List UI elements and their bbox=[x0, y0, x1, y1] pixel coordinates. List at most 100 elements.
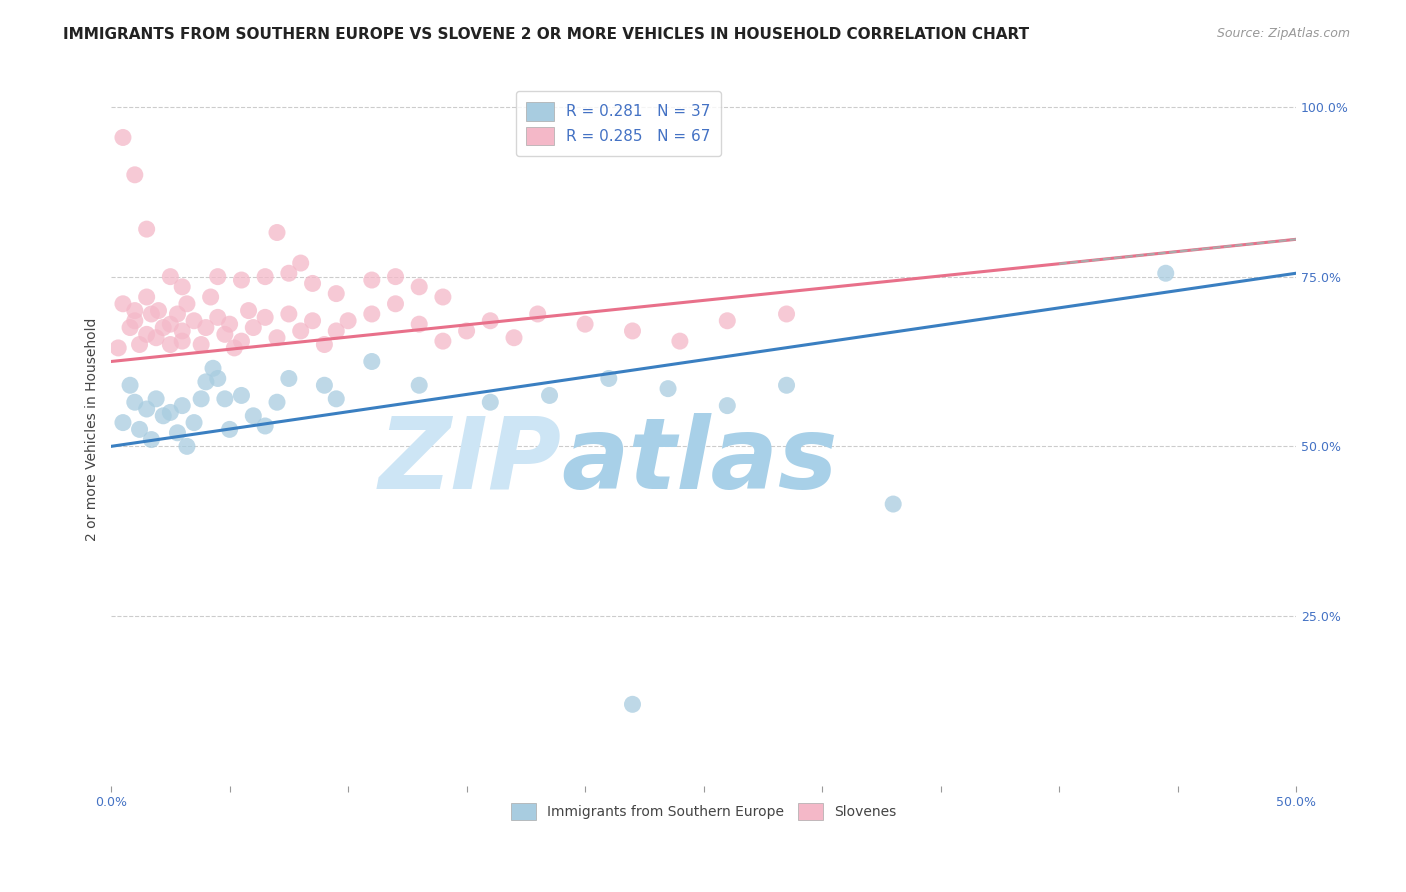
Point bbox=[111, 416, 134, 430]
Point bbox=[231, 273, 253, 287]
Point bbox=[432, 334, 454, 348]
Point bbox=[145, 331, 167, 345]
Point bbox=[183, 416, 205, 430]
Point bbox=[159, 317, 181, 331]
Point bbox=[882, 497, 904, 511]
Point bbox=[775, 307, 797, 321]
Point bbox=[314, 378, 336, 392]
Point bbox=[254, 269, 277, 284]
Point bbox=[159, 269, 181, 284]
Point bbox=[172, 324, 194, 338]
Point bbox=[107, 341, 129, 355]
Text: Source: ZipAtlas.com: Source: ZipAtlas.com bbox=[1216, 27, 1350, 40]
Point bbox=[503, 331, 526, 345]
Point bbox=[716, 399, 738, 413]
Point bbox=[135, 290, 157, 304]
Point bbox=[775, 378, 797, 392]
Point bbox=[266, 331, 288, 345]
Point bbox=[135, 402, 157, 417]
Point bbox=[148, 303, 170, 318]
Point bbox=[152, 320, 174, 334]
Point bbox=[242, 320, 264, 334]
Point bbox=[314, 337, 336, 351]
Point bbox=[538, 388, 561, 402]
Point bbox=[194, 320, 217, 334]
Point bbox=[360, 273, 382, 287]
Point bbox=[111, 130, 134, 145]
Point bbox=[231, 388, 253, 402]
Text: atlas: atlas bbox=[561, 413, 838, 510]
Point bbox=[301, 314, 323, 328]
Point bbox=[128, 337, 150, 351]
Point bbox=[325, 392, 347, 406]
Point bbox=[120, 378, 142, 392]
Point bbox=[456, 324, 478, 338]
Point bbox=[290, 324, 312, 338]
Point bbox=[1154, 266, 1177, 280]
Point bbox=[224, 341, 246, 355]
Point bbox=[716, 314, 738, 328]
Point bbox=[277, 266, 299, 280]
Point bbox=[384, 269, 406, 284]
Point bbox=[231, 334, 253, 348]
Point bbox=[207, 371, 229, 385]
Point bbox=[166, 307, 188, 321]
Text: IMMIGRANTS FROM SOUTHERN EUROPE VS SLOVENE 2 OR MORE VEHICLES IN HOUSEHOLD CORRE: IMMIGRANTS FROM SOUTHERN EUROPE VS SLOVE… bbox=[63, 27, 1029, 42]
Point bbox=[277, 371, 299, 385]
Point bbox=[242, 409, 264, 423]
Point bbox=[159, 405, 181, 419]
Point bbox=[194, 375, 217, 389]
Point bbox=[124, 395, 146, 409]
Point bbox=[128, 422, 150, 436]
Point bbox=[657, 382, 679, 396]
Point bbox=[124, 303, 146, 318]
Point bbox=[218, 317, 240, 331]
Point bbox=[290, 256, 312, 270]
Point bbox=[120, 320, 142, 334]
Point bbox=[479, 395, 502, 409]
Point bbox=[254, 310, 277, 325]
Point bbox=[176, 297, 198, 311]
Point bbox=[207, 310, 229, 325]
Point bbox=[152, 409, 174, 423]
Point bbox=[214, 327, 236, 342]
Point bbox=[479, 314, 502, 328]
Point bbox=[266, 226, 288, 240]
Point bbox=[238, 303, 260, 318]
Point bbox=[218, 422, 240, 436]
Point bbox=[301, 277, 323, 291]
Point bbox=[574, 317, 596, 331]
Point bbox=[266, 395, 288, 409]
Point bbox=[408, 317, 430, 331]
Point bbox=[135, 222, 157, 236]
Point bbox=[159, 337, 181, 351]
Point bbox=[337, 314, 360, 328]
Point bbox=[360, 354, 382, 368]
Point bbox=[384, 297, 406, 311]
Y-axis label: 2 or more Vehicles in Household: 2 or more Vehicles in Household bbox=[86, 318, 100, 541]
Point bbox=[214, 392, 236, 406]
Point bbox=[432, 290, 454, 304]
Point bbox=[360, 307, 382, 321]
Point bbox=[166, 425, 188, 440]
Text: ZIP: ZIP bbox=[378, 413, 561, 510]
Point bbox=[141, 433, 163, 447]
Point bbox=[621, 324, 644, 338]
Point bbox=[124, 168, 146, 182]
Point bbox=[408, 280, 430, 294]
Point bbox=[200, 290, 222, 304]
Point bbox=[526, 307, 548, 321]
Point bbox=[172, 334, 194, 348]
Point bbox=[325, 286, 347, 301]
Legend: Immigrants from Southern Europe, Slovenes: Immigrants from Southern Europe, Slovene… bbox=[505, 797, 901, 825]
Point bbox=[176, 439, 198, 453]
Point bbox=[202, 361, 225, 376]
Point bbox=[183, 314, 205, 328]
Point bbox=[172, 280, 194, 294]
Point bbox=[145, 392, 167, 406]
Point bbox=[207, 269, 229, 284]
Point bbox=[190, 337, 212, 351]
Point bbox=[621, 698, 644, 712]
Point bbox=[124, 314, 146, 328]
Point bbox=[254, 419, 277, 434]
